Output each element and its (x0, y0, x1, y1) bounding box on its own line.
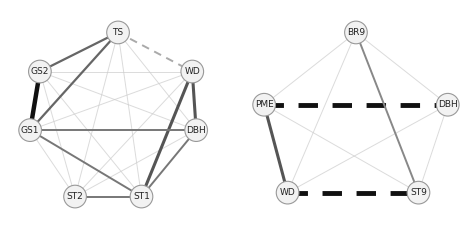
Circle shape (407, 181, 430, 204)
Text: ST1: ST1 (133, 192, 150, 201)
Circle shape (28, 60, 51, 83)
Text: PME: PME (255, 100, 273, 109)
Text: GS1: GS1 (21, 126, 39, 135)
Circle shape (64, 185, 86, 208)
Text: GS2: GS2 (31, 67, 49, 76)
Text: ST2: ST2 (67, 192, 83, 201)
Circle shape (437, 93, 459, 116)
Text: ST9: ST9 (410, 188, 427, 197)
Circle shape (130, 185, 153, 208)
Circle shape (345, 21, 367, 44)
Text: DBH: DBH (186, 126, 206, 135)
Circle shape (181, 60, 204, 83)
Circle shape (185, 119, 208, 142)
Circle shape (19, 119, 41, 142)
Circle shape (253, 93, 275, 116)
Circle shape (276, 181, 299, 204)
Text: TS: TS (112, 28, 124, 37)
Circle shape (107, 21, 129, 44)
Text: DBH: DBH (438, 100, 458, 109)
Text: WD: WD (280, 188, 295, 197)
Text: BR9: BR9 (347, 28, 365, 37)
Text: WD: WD (184, 67, 200, 76)
